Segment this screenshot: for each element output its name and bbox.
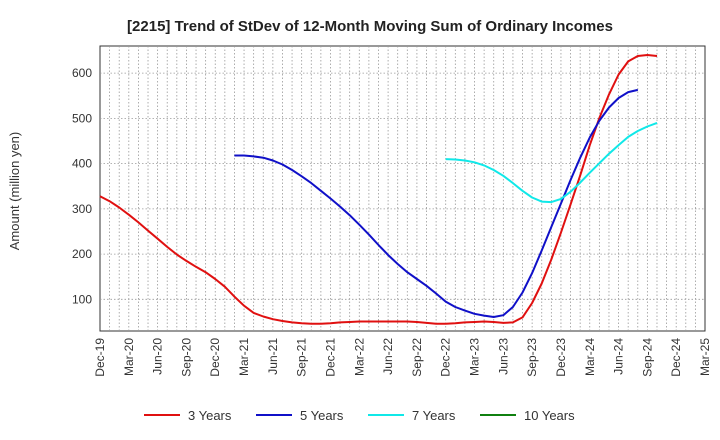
y-tick-label: 400 [72,157,92,171]
chart-title: [2215] Trend of StDev of 12-Month Moving… [127,18,613,35]
x-tick-label: Sep-23 [525,338,539,377]
series-line-7-years [445,121,658,204]
x-tick-label: Mar-21 [237,338,251,376]
x-tick-label: Jun-21 [266,338,280,375]
legend-label: 7 Years [412,408,456,423]
x-tick-label: Sep-21 [295,338,309,377]
legend-label: 5 Years [300,408,344,423]
y-tick-label: 300 [72,202,92,216]
series-line-3-years [99,54,658,325]
x-tick-label: Dec-23 [554,338,568,377]
y-axis-label: Amount (million yen) [7,132,22,251]
legend: 3 Years 5 Years 7 Years 10 Years [144,408,575,423]
x-tick-label: Jun-22 [381,338,395,375]
series-line-5-years [234,88,639,318]
x-tick-label: Jun-23 [496,338,510,375]
x-tick-label: Sep-20 [179,338,193,377]
y-tick-label: 100 [72,292,92,306]
x-tick-label: Dec-22 [439,338,453,377]
legend-label: 3 Years [188,408,232,423]
y-tick-label: 200 [72,247,92,261]
y-tick-label: 500 [72,111,92,125]
x-tick-label: Mar-24 [583,338,597,376]
plot-frame [99,45,706,332]
x-tick-label: Sep-24 [640,338,654,377]
x-tick-label: Mar-22 [352,338,366,376]
x-tick-label: Dec-20 [208,338,222,377]
plot-area: Dec-19 Mar-20 Jun-20 Sep-20 Dec-20 Mar-21 Jun-… [72,45,712,377]
x-tick-label: Jun-24 [612,338,626,375]
x-tick-label: Dec-19 [93,338,107,377]
legend-label: 10 Years [524,408,575,423]
x-tick-label: Sep-22 [410,338,424,377]
x-tick-label: Dec-24 [669,338,683,377]
x-tick-label: Mar-20 [122,338,136,376]
x-tick-label: Mar-25 [698,338,712,376]
x-tick-label: Jun-20 [151,338,165,375]
x-tick-label: Dec-21 [323,338,337,377]
x-tick-label: Mar-23 [468,338,482,376]
y-tick-label: 600 [72,66,92,80]
